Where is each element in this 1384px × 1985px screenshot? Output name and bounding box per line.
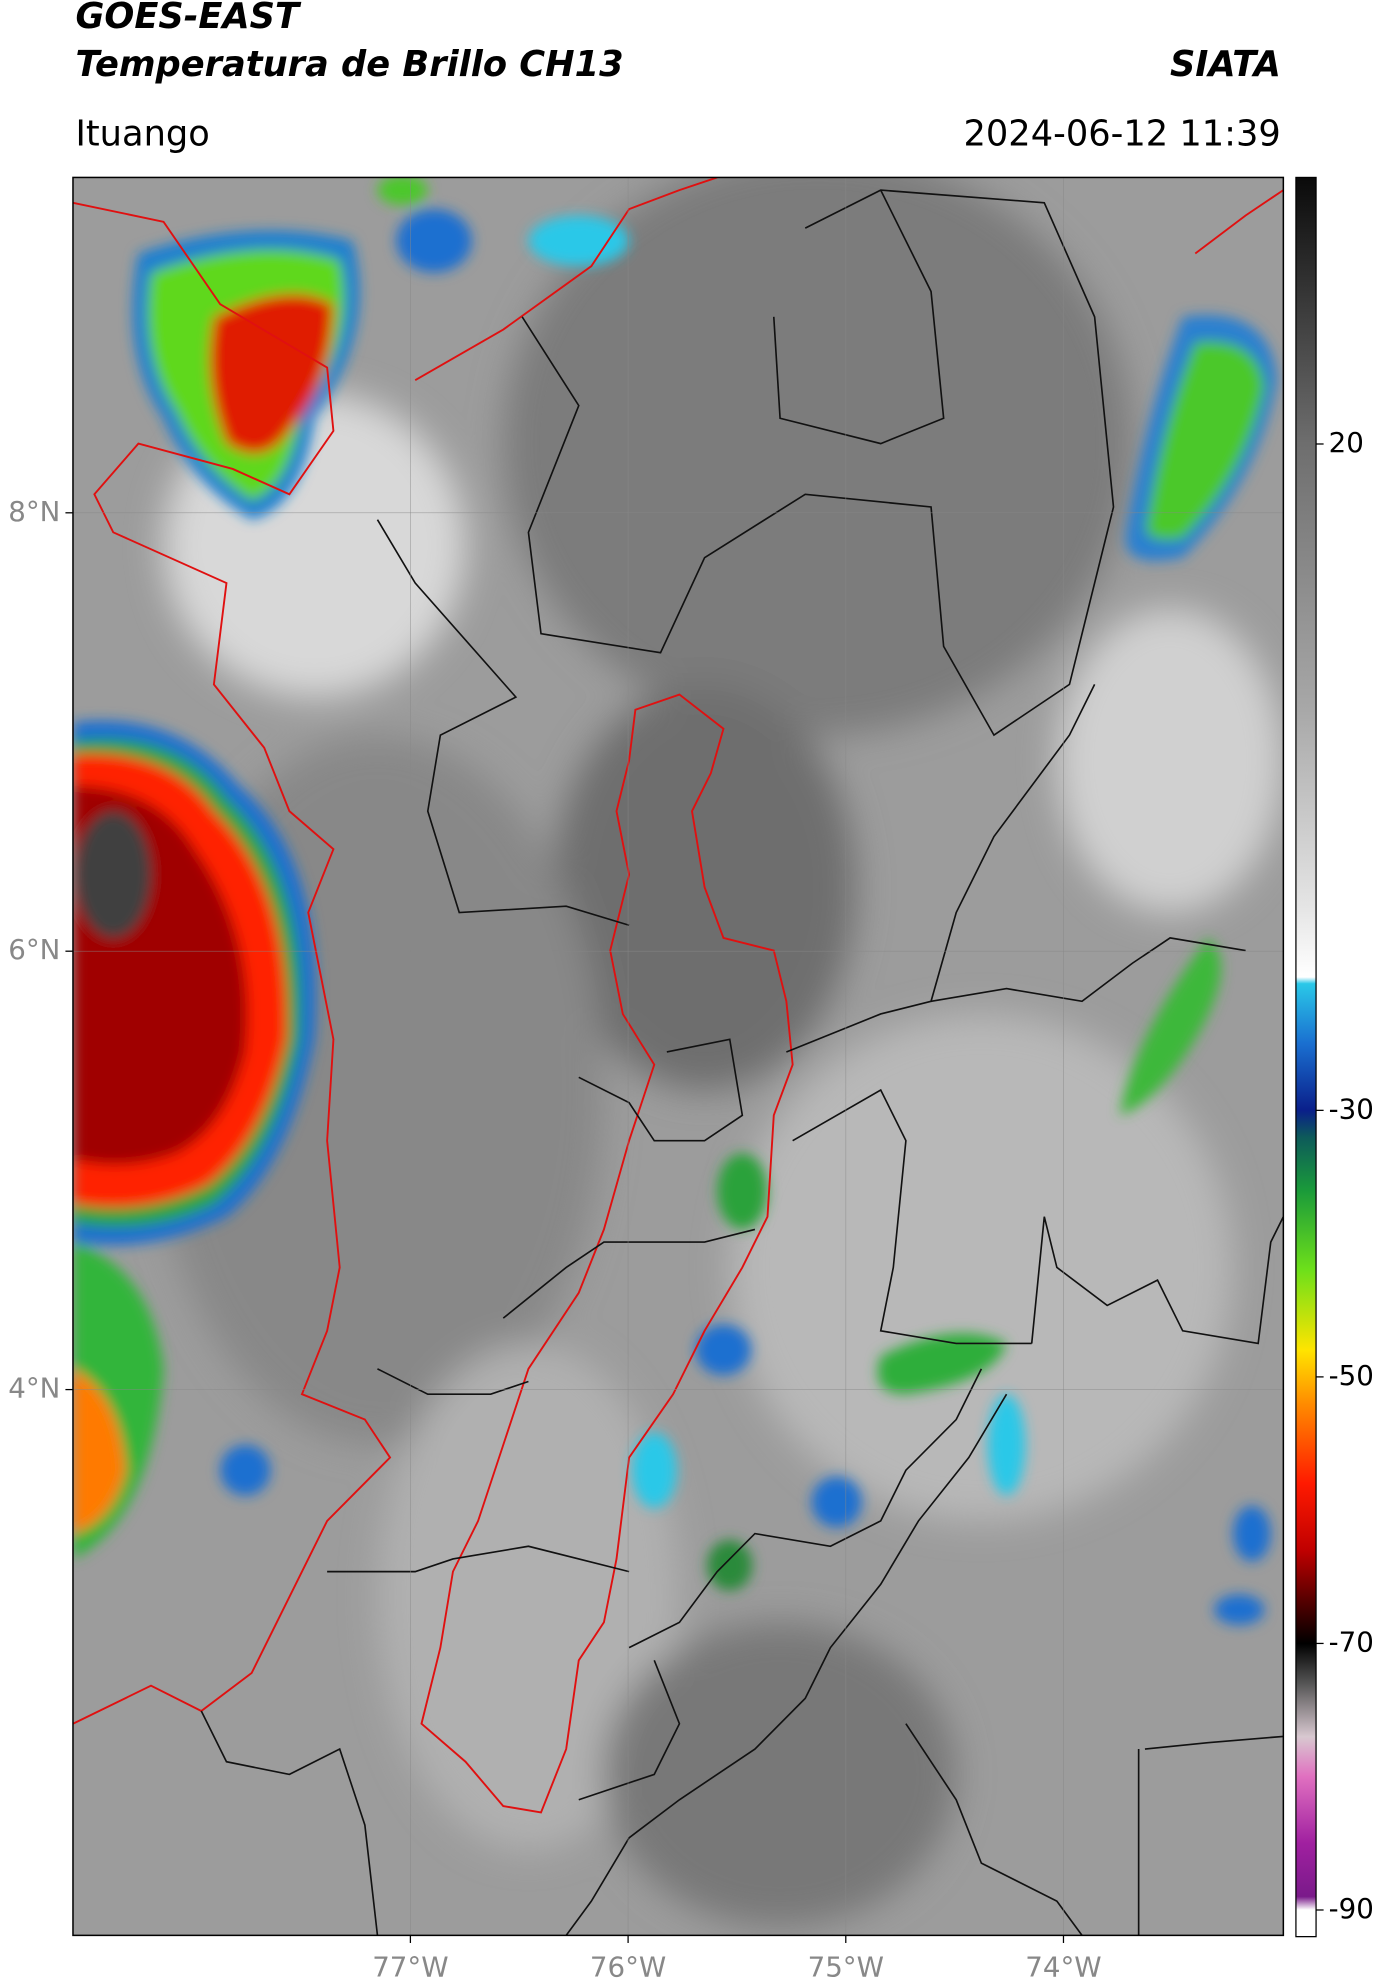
lon-label: 76°W [590, 1950, 666, 1981]
colorbar-tick-label: -30 [1329, 1092, 1374, 1125]
lat-label: 4°N [8, 1372, 60, 1405]
lon-label: 74°W [1025, 1950, 1101, 1981]
source: SIATA [1170, 44, 1281, 85]
colorbar-tick-label: 20 [1329, 426, 1364, 459]
lon-label: 75°W [808, 1950, 884, 1981]
map-frame [72, 176, 1285, 1937]
location: Ituango [75, 114, 209, 155]
colorbar-tick-label: -90 [1329, 1892, 1374, 1925]
colorbar [1295, 176, 1317, 1938]
title: GOES-EAST [75, 0, 301, 37]
colorbar-tick-label: -50 [1329, 1359, 1374, 1392]
lat-label: 8°N [8, 495, 60, 528]
colorbar-tick-label: -70 [1329, 1625, 1374, 1658]
subtitle: Temperatura de Brillo CH13 [75, 44, 623, 85]
lon-label: 77°W [372, 1950, 448, 1981]
satellite-image [72, 177, 1284, 1936]
datetime: 2024-06-12 11:39 [963, 114, 1280, 155]
lat-label: 6°N [8, 933, 60, 966]
